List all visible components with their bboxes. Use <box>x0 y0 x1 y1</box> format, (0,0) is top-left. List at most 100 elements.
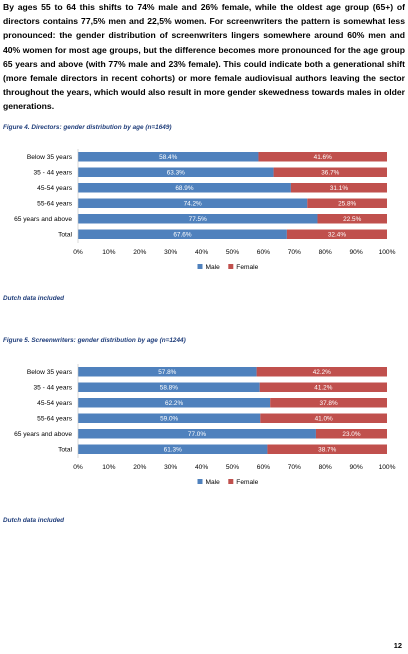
data-label-male: 57.8% <box>158 369 176 376</box>
data-label-female: 41.2% <box>314 384 332 391</box>
data-label-female: 22.5% <box>343 216 361 223</box>
data-label-male: 74.2% <box>184 200 202 207</box>
category-label: 55-64 years <box>37 416 73 423</box>
bar-female <box>273 167 387 177</box>
x-tick-label: 100% <box>379 464 396 471</box>
x-tick-label: 0% <box>73 249 83 256</box>
data-label-male: 62.2% <box>165 400 183 407</box>
x-tick-label: 0% <box>73 464 83 471</box>
bar-female <box>258 152 387 162</box>
bar-female <box>315 429 387 439</box>
data-label-female: 42.2% <box>313 369 331 376</box>
data-label-female: 37.8% <box>320 400 338 407</box>
data-label-female: 36.7% <box>321 169 339 176</box>
bar-male <box>78 214 318 224</box>
data-label-female: 41.6% <box>314 154 332 161</box>
figure-4-chart: Below 35 years 58.4% 41.6% 35 - 44 years 63.… <box>0 144 408 294</box>
data-label-male: 63.3% <box>167 169 185 176</box>
data-label-male: 58.8% <box>160 384 178 391</box>
category-label: 55-64 years <box>37 201 73 208</box>
bar-male <box>78 429 316 439</box>
page-number: 12 <box>393 641 402 650</box>
data-label-male: 77.5% <box>189 216 207 223</box>
x-tick-label: 90% <box>349 464 362 471</box>
x-tick-label: 40% <box>195 249 208 256</box>
x-tick-label: 40% <box>195 464 208 471</box>
x-tick-label: 50% <box>226 249 239 256</box>
x-tick-label: 70% <box>288 464 301 471</box>
category-label: 35 - 44 years <box>34 385 73 392</box>
data-label-male: 58.4% <box>159 154 177 161</box>
category-label: Total <box>58 232 72 239</box>
legend-swatch-female <box>228 479 234 484</box>
data-label-female: 31.1% <box>330 185 348 192</box>
chart-svg: Below 35 years 58.4% 41.6% 35 - 44 years 63.… <box>14 149 396 271</box>
category-label: Below 35 years <box>27 369 73 376</box>
intro-paragraph: By ages 55 to 64 this shifts to 74% male… <box>3 2 405 112</box>
bar-female <box>317 214 387 224</box>
bar-female <box>260 413 387 423</box>
data-label-female: 41.0% <box>315 415 333 422</box>
data-label-female: 23.0% <box>342 431 360 438</box>
x-tick-label: 80% <box>319 464 332 471</box>
bar-male <box>78 183 291 193</box>
category-label: 65 years and above <box>14 216 72 223</box>
x-tick-label: 20% <box>133 464 146 471</box>
figure-5-caption: Figure 5. Screenwriters: gender distribu… <box>3 337 186 344</box>
x-tick-label: 50% <box>226 464 239 471</box>
figure-5-chart: Below 35 years 57.8% 42.2% 35 - 44 years 58.… <box>0 359 408 509</box>
bar-male <box>78 444 268 454</box>
chart-svg: Below 35 years 57.8% 42.2% 35 - 44 years 58.… <box>14 364 396 486</box>
bar-female <box>307 198 387 208</box>
bar-female <box>256 367 387 377</box>
figure-4-caption: Figure 4. Directors: gender distribution… <box>3 124 172 131</box>
x-tick-label: 70% <box>288 249 301 256</box>
x-tick-label: 30% <box>164 249 177 256</box>
bar-male <box>78 382 260 392</box>
x-tick-label: 60% <box>257 249 270 256</box>
data-label-male: 61.3% <box>164 446 182 453</box>
figure-4-note: Dutch data included <box>3 295 65 302</box>
data-label-male: 67.6% <box>173 231 191 238</box>
category-label: 65 years and above <box>14 431 72 438</box>
x-tick-label: 20% <box>133 249 146 256</box>
data-label-male: 59.0% <box>160 415 178 422</box>
x-tick-label: 10% <box>102 249 115 256</box>
legend-swatch-male <box>197 264 203 269</box>
x-tick-label: 60% <box>257 464 270 471</box>
bar-male <box>78 413 261 423</box>
bar-female <box>286 229 387 239</box>
legend-swatch-male <box>197 479 203 484</box>
figure-5-note: Dutch data included <box>3 517 65 524</box>
category-label: 35 - 44 years <box>34 170 73 177</box>
data-label-male: 68.9% <box>175 185 193 192</box>
bar-male <box>78 367 257 377</box>
legend-label-female: Female <box>236 264 258 271</box>
x-tick-label: 90% <box>349 249 362 256</box>
legend-label-male: Male <box>206 479 221 486</box>
category-label: 45-54 years <box>37 185 73 192</box>
bar-female <box>267 444 387 454</box>
data-label-female: 32.4% <box>328 231 346 238</box>
category-label: Below 35 years <box>27 154 73 161</box>
bar-female <box>259 382 387 392</box>
data-label-female: 38.7% <box>318 446 336 453</box>
category-label: 45-54 years <box>37 400 73 407</box>
legend-swatch-female <box>228 264 234 269</box>
x-tick-label: 10% <box>102 464 115 471</box>
bar-male <box>78 229 287 239</box>
x-tick-label: 100% <box>379 249 396 256</box>
data-label-female: 25.8% <box>338 200 356 207</box>
legend-label-male: Male <box>206 264 221 271</box>
bar-female <box>290 183 387 193</box>
bar-male <box>78 152 259 162</box>
data-label-male: 77.0% <box>188 431 206 438</box>
bar-male <box>78 398 271 408</box>
bar-female <box>270 398 387 408</box>
x-tick-label: 30% <box>164 464 177 471</box>
category-label: Total <box>58 447 72 454</box>
x-tick-label: 80% <box>319 249 332 256</box>
bar-male <box>78 198 308 208</box>
bar-male <box>78 167 274 177</box>
legend-label-female: Female <box>236 479 258 486</box>
